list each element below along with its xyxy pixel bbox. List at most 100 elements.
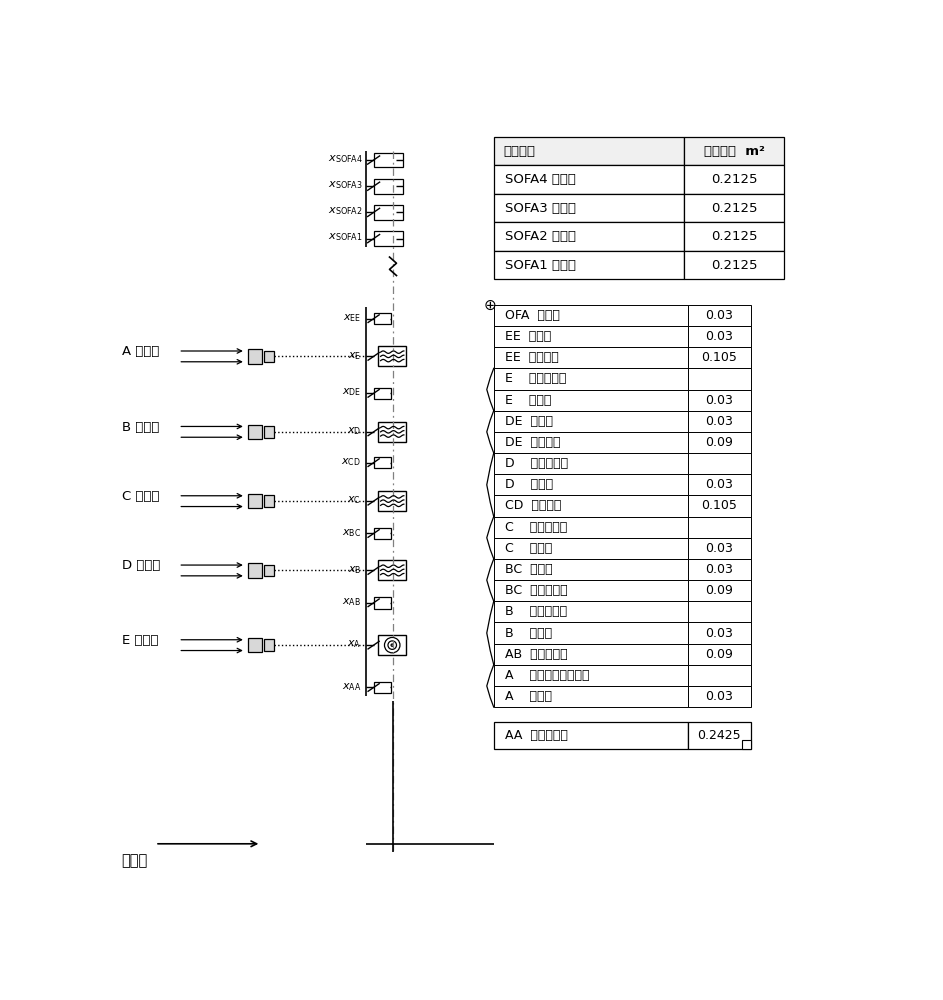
Text: $x_{\mathrm{E}}$: $x_{\mathrm{E}}$ (348, 350, 361, 362)
Bar (494, 347, 687, 368)
Text: SOFA3 二次风: SOFA3 二次风 (505, 202, 575, 215)
Text: 0.2125: 0.2125 (711, 173, 757, 186)
Text: 0.2125: 0.2125 (711, 259, 757, 272)
Text: D    周界风: D 周界风 (505, 478, 553, 491)
Text: BC  油枪二次风: BC 油枪二次风 (505, 584, 568, 597)
Bar (684, 165, 785, 194)
Text: 喷口面积  m²: 喷口面积 m² (703, 145, 765, 158)
Text: $x_{\mathrm{AA}}$: $x_{\mathrm{AA}}$ (341, 681, 361, 693)
Bar (494, 538, 687, 559)
Text: B 磨煤机: B 磨煤机 (122, 421, 159, 434)
Text: $x_{\mathrm{CD}}$: $x_{\mathrm{CD}}$ (341, 456, 361, 468)
Bar (373, 179, 403, 194)
Text: 0.03: 0.03 (705, 690, 734, 703)
Bar (494, 222, 684, 251)
Bar (687, 347, 751, 368)
Text: 0.03: 0.03 (705, 478, 734, 491)
Bar (687, 722, 751, 749)
Text: SOFA1 二次风: SOFA1 二次风 (505, 259, 575, 272)
Text: A    周界风: A 周界风 (505, 690, 552, 703)
Bar (684, 194, 785, 222)
Text: $x_{\mathrm{A}}$: $x_{\mathrm{A}}$ (347, 638, 361, 650)
Bar (264, 565, 273, 576)
Text: C    周界风: C 周界风 (505, 542, 552, 555)
Bar (687, 601, 751, 622)
Bar (494, 368, 687, 389)
Bar (494, 644, 687, 665)
Text: $x_{\mathrm{B}}$: $x_{\mathrm{B}}$ (348, 564, 361, 576)
Text: 0.03: 0.03 (705, 627, 734, 640)
Text: SOFA2 二次风: SOFA2 二次风 (505, 230, 575, 243)
Bar (494, 517, 687, 538)
Bar (494, 686, 687, 707)
Bar (248, 638, 262, 652)
Bar (687, 432, 751, 453)
Bar (494, 495, 687, 517)
Bar (373, 682, 390, 693)
Text: B    周界风: B 周界风 (505, 627, 552, 640)
Text: EE  层二次风: EE 层二次风 (505, 351, 558, 364)
Text: 0.03: 0.03 (705, 309, 734, 322)
Bar (687, 538, 751, 559)
Bar (687, 580, 751, 601)
Text: 二次风: 二次风 (122, 853, 148, 868)
Text: 0.2425: 0.2425 (698, 729, 741, 742)
Bar (494, 559, 687, 580)
Text: $x_{\mathrm{SOFA3}}$: $x_{\mathrm{SOFA3}}$ (328, 179, 363, 191)
Bar (264, 426, 273, 438)
Bar (373, 231, 403, 246)
Bar (684, 137, 785, 165)
Bar (248, 425, 262, 439)
Text: AB  油枪二次风: AB 油枪二次风 (505, 648, 568, 661)
Text: $x_{\mathrm{DE}}$: $x_{\mathrm{DE}}$ (342, 387, 361, 398)
Text: 0.03: 0.03 (705, 330, 734, 343)
Text: 0.03: 0.03 (705, 542, 734, 555)
Text: C 磨煤机: C 磨煤机 (122, 490, 159, 503)
Bar (248, 494, 262, 508)
Bar (494, 622, 687, 644)
Bar (494, 251, 684, 279)
Text: B    煤粉燃烧器: B 煤粉燃烧器 (505, 605, 567, 618)
Bar (494, 389, 687, 411)
Bar (494, 665, 687, 686)
Text: SOFA4 二次风: SOFA4 二次风 (505, 173, 575, 186)
Text: AA  底部二次风: AA 底部二次风 (505, 729, 568, 742)
Text: 0.09: 0.09 (705, 584, 734, 597)
Bar (248, 349, 262, 364)
Bar (373, 457, 390, 468)
Bar (494, 722, 687, 749)
Bar (494, 165, 684, 194)
Bar (687, 495, 751, 517)
Bar (687, 305, 751, 326)
Bar (494, 474, 687, 495)
Bar (378, 422, 406, 442)
Text: $x_{\mathrm{SOFA1}}$: $x_{\mathrm{SOFA1}}$ (328, 232, 363, 243)
Text: 0.105: 0.105 (702, 351, 737, 364)
Text: C    煤粉燃烧器: C 煤粉燃烧器 (505, 521, 567, 534)
Bar (494, 305, 687, 326)
Text: E    周界风: E 周界风 (505, 394, 551, 407)
Bar (373, 153, 403, 167)
Text: 0.09: 0.09 (705, 648, 734, 661)
Bar (687, 474, 751, 495)
Bar (684, 251, 785, 279)
Bar (687, 686, 751, 707)
Text: $x_{\mathrm{BC}}$: $x_{\mathrm{BC}}$ (342, 527, 361, 539)
Bar (687, 389, 751, 411)
Bar (373, 388, 390, 399)
Text: A    等离子煤粉燃烧器: A 等离子煤粉燃烧器 (505, 669, 589, 682)
Bar (687, 622, 751, 644)
Bar (378, 346, 406, 366)
Text: 0.09: 0.09 (705, 436, 734, 449)
Text: $x_{\mathrm{EE}}$: $x_{\mathrm{EE}}$ (343, 312, 361, 324)
Bar (378, 491, 406, 511)
Bar (687, 411, 751, 432)
Bar (684, 222, 785, 251)
Text: E 磨煤机: E 磨煤机 (122, 634, 158, 647)
Bar (494, 432, 687, 453)
Bar (373, 205, 403, 220)
Text: A 磨煤机: A 磨煤机 (122, 345, 159, 358)
Text: 0.03: 0.03 (705, 563, 734, 576)
Text: E    煤粉燃烧器: E 煤粉燃烧器 (505, 372, 566, 385)
Bar (378, 635, 406, 655)
